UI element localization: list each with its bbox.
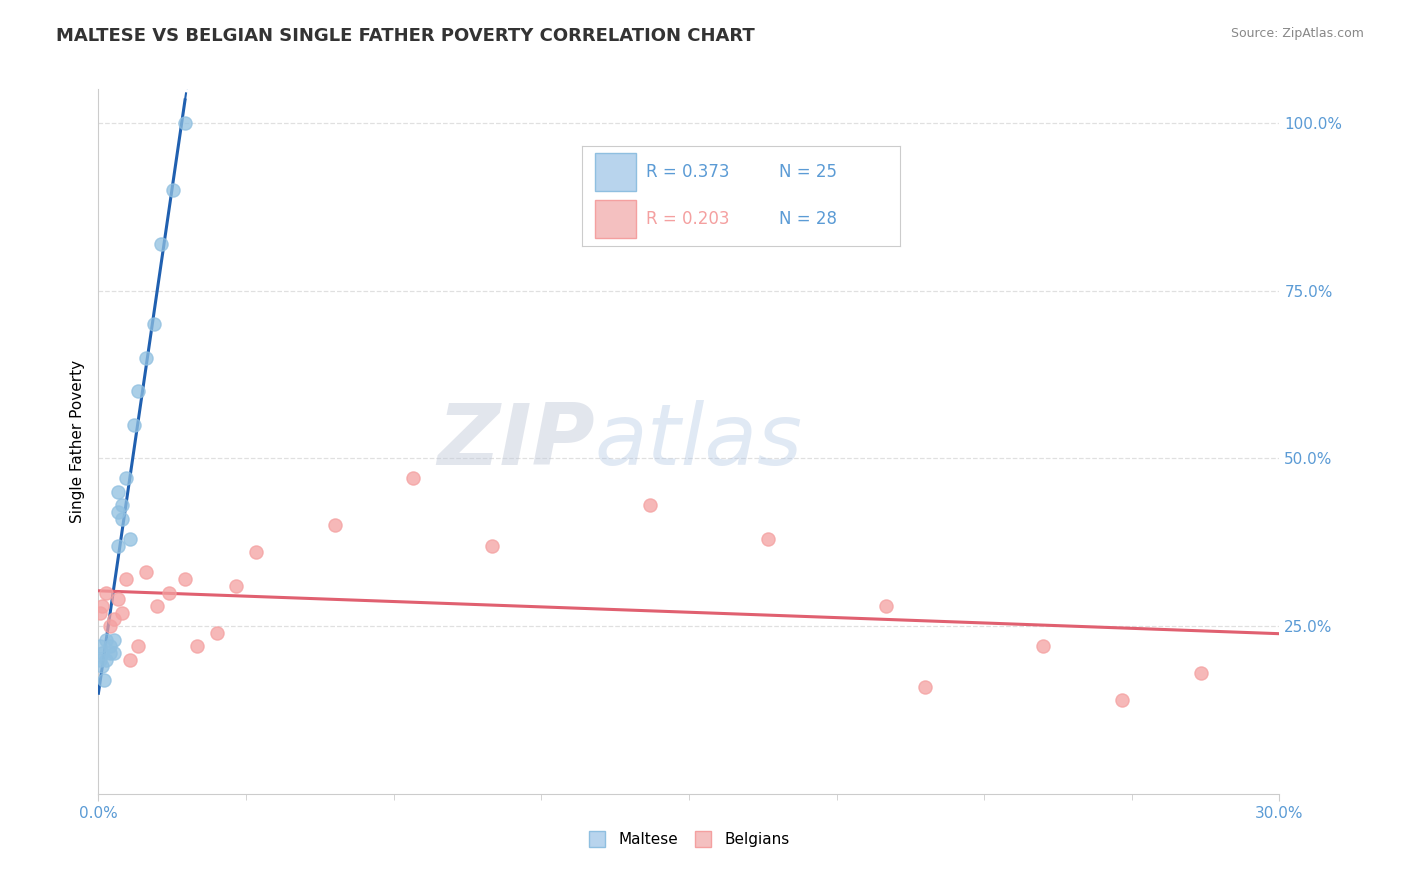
- Point: [174, 572, 197, 586]
- Point: [756, 532, 779, 546]
- Point: [481, 539, 503, 553]
- Point: [89, 639, 111, 653]
- Bar: [595, 153, 637, 191]
- Text: MALTESE VS BELGIAN SINGLE FATHER POVERTY CORRELATION CHART: MALTESE VS BELGIAN SINGLE FATHER POVERTY…: [56, 27, 755, 45]
- Point: [91, 599, 114, 613]
- Point: [89, 653, 111, 667]
- Point: [127, 384, 149, 399]
- Point: [205, 625, 228, 640]
- Point: [89, 606, 111, 620]
- Text: Source: ZipAtlas.com: Source: ZipAtlas.com: [1230, 27, 1364, 40]
- Text: R = 0.203: R = 0.203: [645, 211, 730, 228]
- Point: [162, 183, 184, 197]
- Point: [115, 471, 138, 485]
- Point: [402, 471, 425, 485]
- Text: N = 28: N = 28: [779, 211, 838, 228]
- Point: [107, 505, 129, 519]
- Text: atlas: atlas: [595, 400, 803, 483]
- Point: [107, 592, 129, 607]
- Text: ZIP: ZIP: [437, 400, 595, 483]
- Point: [115, 572, 138, 586]
- Text: R = 0.373: R = 0.373: [645, 163, 730, 181]
- Point: [142, 317, 165, 331]
- Point: [157, 585, 180, 599]
- Point: [135, 566, 157, 580]
- Point: [1111, 693, 1133, 707]
- Point: [93, 673, 115, 687]
- Point: [1189, 666, 1212, 681]
- Point: [103, 632, 125, 647]
- Point: [146, 599, 169, 613]
- Point: [91, 659, 114, 673]
- Point: [111, 512, 134, 526]
- Point: [98, 646, 121, 660]
- Point: [174, 116, 197, 130]
- Point: [96, 585, 118, 599]
- Point: [150, 236, 173, 251]
- Point: [135, 351, 157, 365]
- Point: [118, 532, 141, 546]
- Point: [107, 484, 129, 499]
- Point: [96, 653, 118, 667]
- Text: N = 25: N = 25: [779, 163, 838, 181]
- Point: [91, 646, 114, 660]
- Point: [98, 619, 121, 633]
- Point: [1032, 639, 1054, 653]
- Point: [638, 498, 661, 512]
- Point: [225, 579, 247, 593]
- Point: [186, 639, 208, 653]
- Point: [103, 646, 125, 660]
- Point: [245, 545, 267, 559]
- Legend: Maltese, Belgians: Maltese, Belgians: [582, 826, 796, 853]
- Bar: [595, 200, 637, 238]
- Y-axis label: Single Father Poverty: Single Father Poverty: [69, 360, 84, 523]
- Point: [103, 612, 125, 626]
- Point: [111, 606, 134, 620]
- Point: [96, 632, 118, 647]
- Point: [323, 518, 346, 533]
- Point: [118, 653, 141, 667]
- Point: [98, 639, 121, 653]
- Point: [914, 680, 936, 694]
- Point: [875, 599, 897, 613]
- Point: [127, 639, 149, 653]
- Point: [122, 417, 145, 432]
- Point: [111, 498, 134, 512]
- Point: [107, 539, 129, 553]
